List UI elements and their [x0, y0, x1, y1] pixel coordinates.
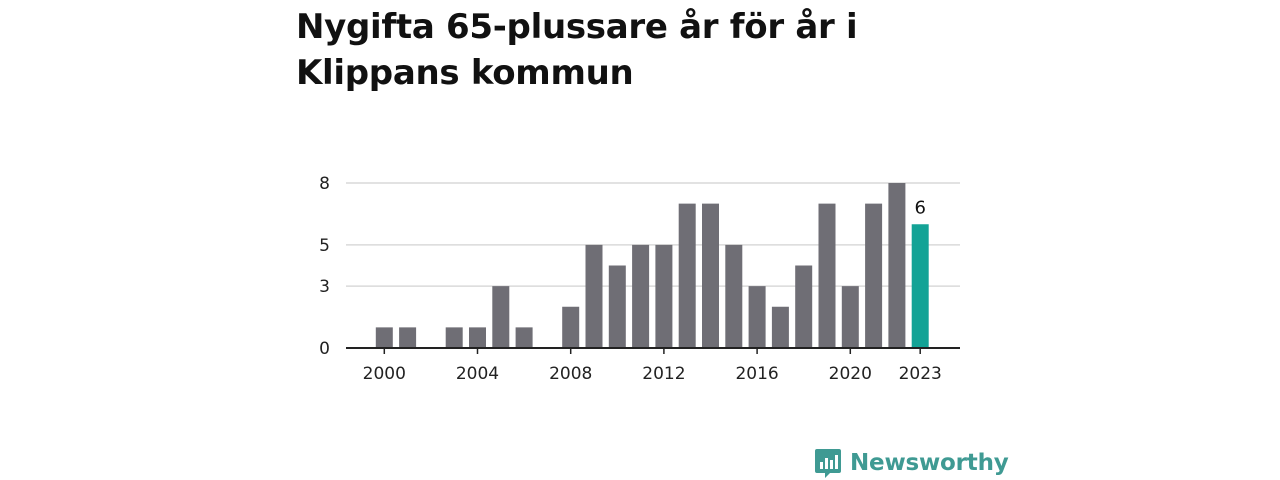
bar: [678, 203, 696, 348]
bar: [492, 286, 510, 348]
bar: [562, 306, 580, 348]
highlight-value-label: 6: [914, 197, 925, 218]
bar: [655, 244, 673, 348]
chart-title: Nygifta 65-plussare år för år i Klippans…: [296, 7, 858, 93]
brand-name: Newsworthy: [850, 450, 1009, 476]
bar: [748, 286, 766, 348]
tick-labels: 0 3 5 8 6 2000 2004 2008 2012 2016 2020 2023: [319, 174, 942, 384]
bar: [375, 327, 393, 348]
bar: [632, 244, 650, 348]
bar: [818, 203, 836, 348]
y-tick-label: 3: [319, 277, 330, 297]
bar-highlight: [911, 224, 929, 348]
bar: [795, 265, 813, 348]
y-tick-label: 0: [319, 339, 330, 359]
bar: [725, 244, 743, 348]
newsworthy-logo-icon: [815, 449, 841, 478]
y-tick-label: 5: [319, 236, 330, 256]
bars: [375, 183, 929, 348]
bar: [888, 183, 906, 348]
bar: [702, 203, 719, 348]
x-tick-label: 2004: [456, 364, 499, 384]
bar: [841, 286, 859, 348]
brand-logo[interactable]: Newsworthy: [814, 446, 1009, 480]
bar: [771, 306, 789, 348]
x-tick-label: 2000: [363, 364, 406, 384]
bar: [399, 327, 417, 348]
bar: [585, 244, 603, 348]
bar: [865, 203, 883, 348]
bar: [445, 327, 463, 348]
bar: [608, 265, 626, 348]
x-tick-label: 2023: [899, 364, 942, 384]
x-tick-label: 2016: [735, 364, 778, 384]
bar: [515, 327, 533, 348]
bar: [469, 327, 486, 348]
x-tick-label: 2020: [829, 364, 872, 384]
x-tick-label: 2012: [642, 364, 685, 384]
x-tick-label: 2008: [549, 364, 592, 384]
axes: [346, 347, 960, 354]
y-tick-label: 8: [319, 174, 330, 194]
